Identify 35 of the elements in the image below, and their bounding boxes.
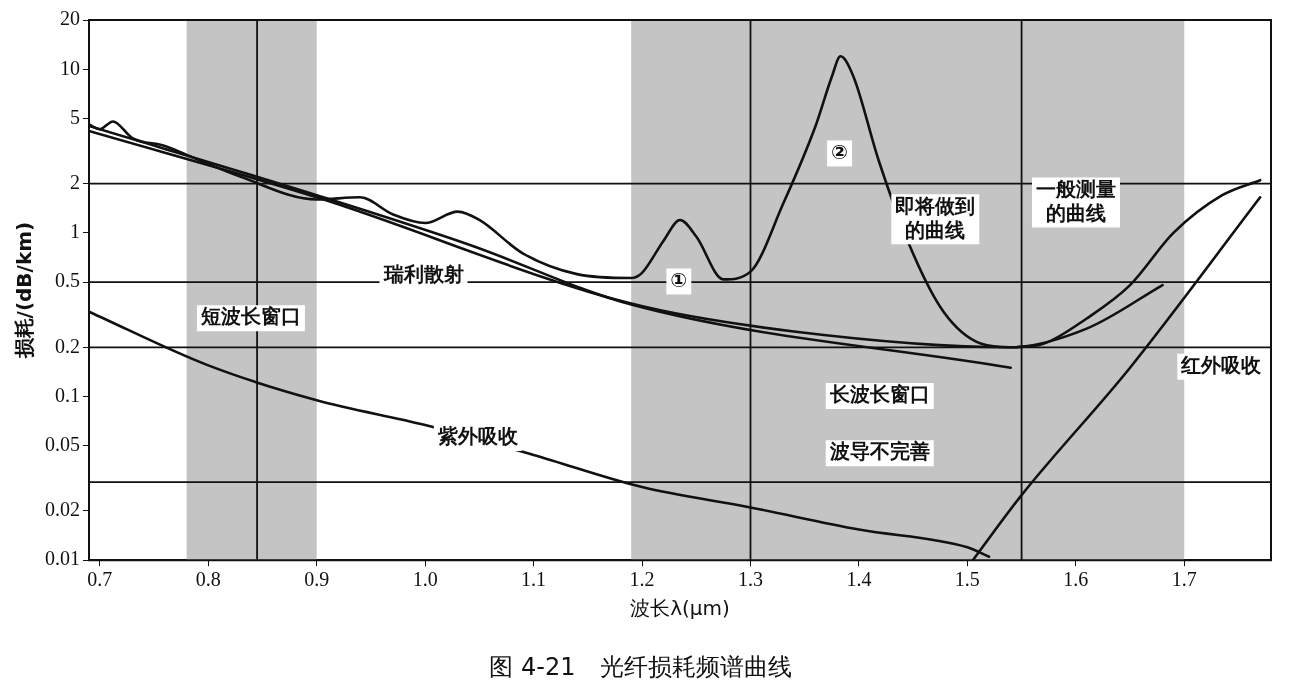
- annotation: 即将做到的曲线: [895, 193, 976, 242]
- x-tick-label: 0.9: [304, 568, 330, 591]
- y-tick-label: 0.01: [45, 547, 80, 570]
- annotation: ②: [831, 139, 849, 164]
- y-tick-label: 0.5: [55, 269, 80, 292]
- y-tick-label: 0.02: [45, 498, 80, 521]
- x-tick-label: 1.4: [846, 568, 872, 591]
- annotation: ①: [670, 267, 688, 292]
- y-tick-label: 1: [70, 220, 80, 243]
- y-tick-label: 0.2: [55, 334, 80, 357]
- y-axis-title: 损耗/(dB/km): [12, 221, 37, 360]
- x-tick-label: 1.6: [1063, 568, 1089, 591]
- x-axis-title: 波长λ(μm): [630, 596, 730, 621]
- y-tick-label: 20: [60, 7, 80, 30]
- x-tick-label: 1.7: [1171, 568, 1197, 591]
- y-tick-label: 5: [70, 105, 80, 128]
- x-tick-label: 1.3: [737, 568, 763, 591]
- y-tick-label: 2: [70, 170, 80, 193]
- y-tick-label: 0.1: [55, 383, 80, 406]
- annotation: 波导不完善: [828, 439, 930, 464]
- annotation: 长波长窗口: [828, 382, 930, 407]
- annotation: 红外吸收: [1180, 353, 1263, 378]
- x-tick-label: 1.2: [629, 568, 655, 591]
- x-tick-label: 0.8: [195, 568, 221, 591]
- y-tick-label: 0.05: [45, 433, 80, 456]
- x-tick-label: 1.5: [954, 568, 980, 591]
- annotation: 一般测量的曲线: [1035, 176, 1116, 225]
- y-tick-label: 10: [60, 56, 80, 79]
- x-tick-label: 0.7: [87, 568, 113, 591]
- x-tick-label: 1.1: [521, 568, 547, 591]
- annotation: 瑞利散射: [382, 261, 464, 286]
- x-tick-label: 1.0: [412, 568, 438, 591]
- text: 图 4-21 光纤损耗频谱曲线: [489, 652, 792, 681]
- annotation: 短波长窗口: [199, 304, 301, 329]
- annotation: 紫外吸收: [436, 424, 519, 449]
